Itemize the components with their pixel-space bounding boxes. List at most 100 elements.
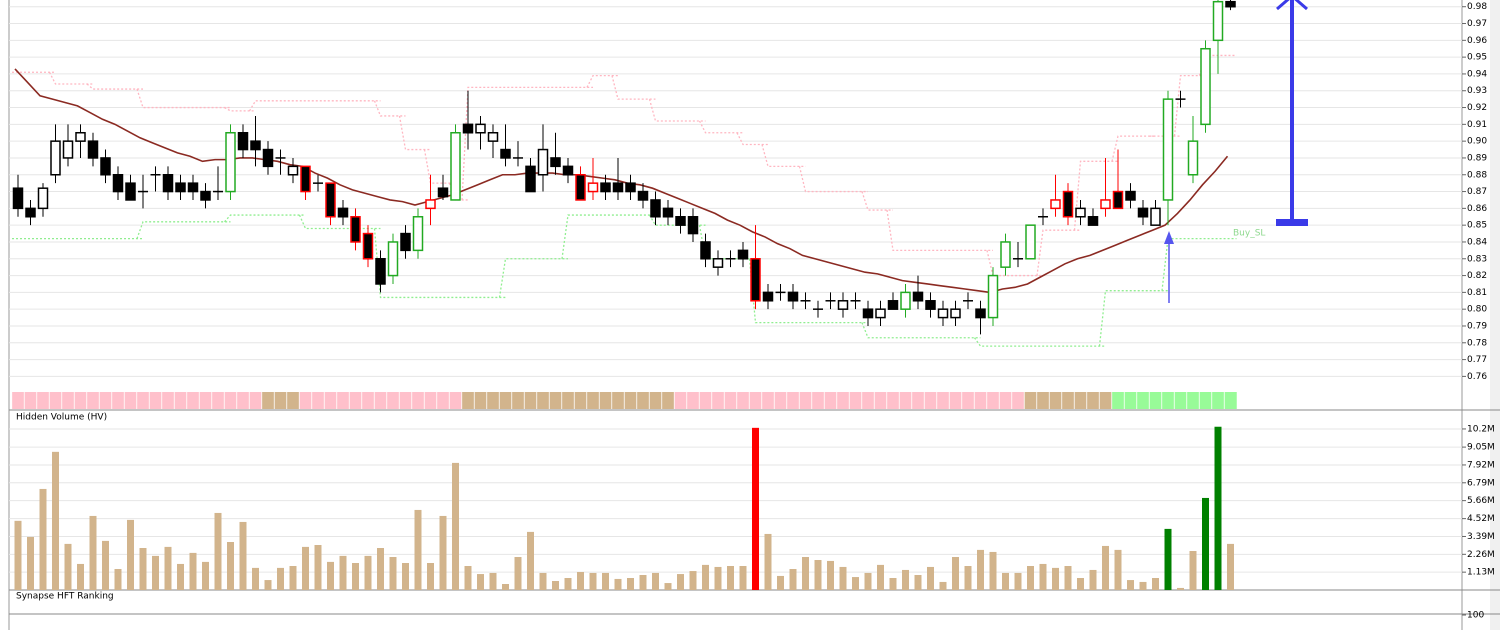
candle-body (362, 232, 374, 260)
upper-band (1111, 135, 1156, 162)
lower-band (861, 322, 981, 339)
y-tick-label: 0.82 (1467, 271, 1487, 281)
upper-band (461, 86, 593, 200)
moving-average (14, 68, 1229, 294)
upper-band (373, 100, 406, 117)
candle-body (112, 174, 124, 193)
price-panel: Buy_SL (9, 0, 1462, 409)
candle-body (412, 216, 424, 252)
candle-body (50, 140, 61, 176)
candle-body (1162, 98, 1174, 201)
volume-bar (989, 551, 997, 590)
y-tick-label: 9.05M (1467, 443, 1495, 453)
y-tick-label: 0.85 (1467, 221, 1487, 231)
candle-body (887, 300, 899, 310)
volume-bar (39, 488, 47, 590)
candle-body (1025, 224, 1036, 260)
y-tick-label: 0.87 (1467, 187, 1487, 197)
volume-bar (402, 563, 409, 590)
volume-bar (1077, 578, 1084, 590)
candle-body (1000, 241, 1011, 268)
volume-bar (527, 531, 534, 590)
candle-body (37, 187, 49, 210)
volume-bar (927, 566, 934, 590)
y-tick-label: 0.83 (1467, 254, 1487, 264)
volume-bar (689, 571, 697, 590)
candle-body (987, 274, 999, 319)
buy-arrow-head (1164, 231, 1174, 244)
volume-bar (1189, 551, 1197, 590)
y-tick-label: 0.88 (1467, 170, 1487, 180)
volume-bar (127, 519, 134, 590)
target-cap (1276, 219, 1308, 226)
volume-bar (452, 462, 459, 590)
volume-bar (1214, 426, 1222, 590)
candle-body (100, 157, 111, 176)
volume-bar (627, 578, 634, 590)
candle-body (1125, 190, 1136, 201)
volume-bar (539, 572, 547, 590)
y-tick-label: 0.95 (1467, 53, 1487, 63)
volume-bar (64, 543, 72, 590)
volume-bar (1027, 566, 1034, 590)
volume-bar (352, 563, 359, 590)
candle-body (337, 207, 349, 218)
volume-bar (439, 515, 447, 590)
volume-bar (814, 560, 822, 590)
upper-band (861, 191, 893, 211)
volume-bar (939, 581, 947, 590)
volume-bar (889, 578, 897, 590)
volume-bar (777, 575, 784, 590)
y-tick-label: 10.2M (1467, 424, 1495, 434)
y-tick-label: 0.93 (1467, 86, 1487, 96)
candle-body (162, 174, 174, 193)
volume-bar (477, 574, 484, 590)
volume-bar (664, 583, 672, 590)
y-tick-label: 0.78 (1467, 338, 1487, 348)
candle-body (1150, 207, 1161, 226)
volume-bar (802, 557, 809, 590)
volume-bar (789, 569, 797, 590)
candle-body (500, 148, 511, 159)
volume-bar (902, 569, 909, 590)
volume-bar (1164, 528, 1172, 590)
y-tick-label: 7.92M (1467, 460, 1495, 470)
candle-body (837, 300, 849, 310)
candle-body (637, 190, 649, 201)
candle-body (925, 300, 936, 310)
candle-body (550, 157, 561, 168)
upper-band (48, 71, 93, 85)
panel-title: Synapse HFT Ranking (16, 592, 114, 602)
volume-bar (752, 427, 759, 590)
y-tick-label: 0.97 (1467, 19, 1487, 29)
y-tick-label: 0.86 (1467, 204, 1487, 214)
state-segment (461, 392, 675, 409)
volume-bar (1002, 572, 1009, 590)
volume-bar (502, 584, 509, 590)
y-tick-label: 6.79M (1467, 478, 1495, 488)
candle-body (937, 308, 949, 319)
volume-bar (214, 512, 222, 590)
volume-bar (739, 566, 747, 590)
candle-body (1087, 216, 1099, 226)
volume-bar (1127, 580, 1134, 590)
candle-body (425, 199, 436, 210)
volume-bar (839, 566, 847, 590)
volume-bar (289, 566, 297, 590)
candle-body (687, 216, 699, 235)
candle-body (1100, 199, 1111, 210)
candle-body (662, 207, 674, 218)
candle-body (250, 140, 261, 151)
volume-bar (1064, 566, 1072, 590)
candle-body (875, 308, 886, 319)
lower-band (561, 214, 656, 259)
volume-bar (577, 572, 584, 590)
candle-body (237, 131, 249, 151)
y-tick-label: 2.26M (1467, 550, 1495, 560)
volume-bar (914, 575, 922, 590)
candle-body (325, 182, 336, 218)
volume-bar (89, 515, 97, 590)
volume-bar (414, 509, 422, 590)
upper-band (611, 75, 656, 100)
